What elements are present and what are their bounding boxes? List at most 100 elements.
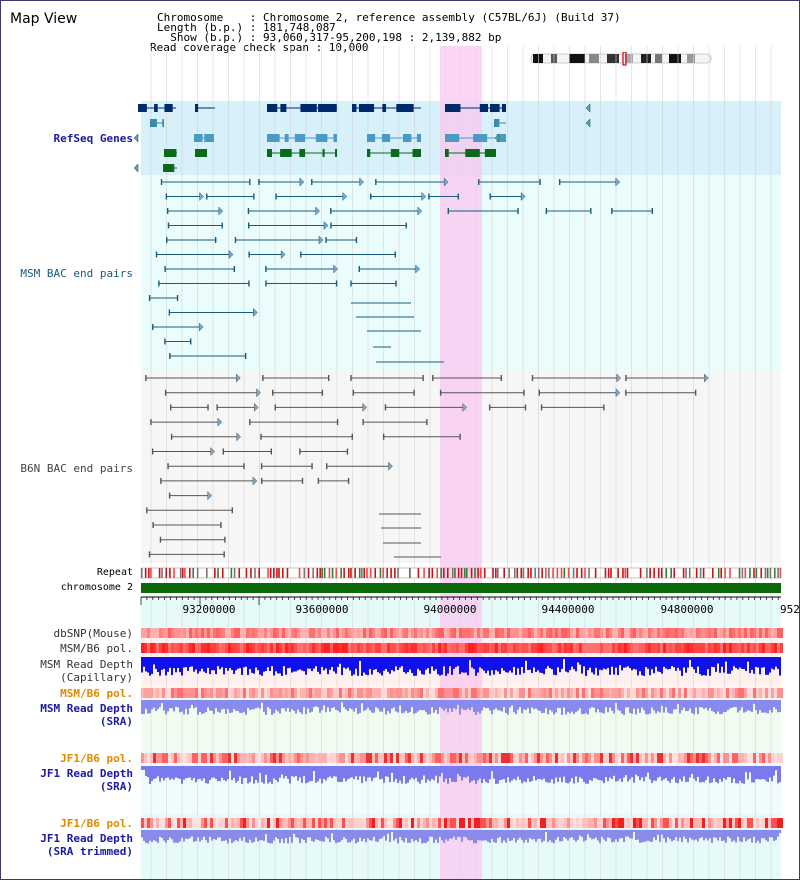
- read-depth-bin: [303, 766, 305, 777]
- read-depth-bin: [191, 830, 193, 837]
- read-depth-bin: [753, 830, 755, 837]
- read-depth-bin: [279, 700, 281, 714]
- track-label-msm-depth-cap[interactable]: MSM Read Depth: [40, 658, 133, 671]
- read-depth-bin: [175, 657, 177, 673]
- polymorphism-bin: [372, 753, 375, 763]
- read-depth-bin: [657, 700, 659, 712]
- polymorphism-bin: [576, 643, 579, 653]
- read-depth-bin: [609, 766, 611, 778]
- polymorphism-bin: [162, 688, 165, 698]
- polymorphism-bin: [639, 643, 642, 653]
- track-label-msm-b6-pol-sra[interactable]: MSM/B6 pol.: [60, 687, 133, 700]
- polymorphism-bin: [489, 628, 492, 638]
- polymorphism-bin: [411, 643, 414, 653]
- polymorphism-bin: [645, 688, 648, 698]
- read-depth-bin: [549, 700, 551, 711]
- track-label-jf1-depth-trim[interactable]: JF1 Read Depth: [40, 832, 133, 845]
- read-depth-bin: [471, 657, 473, 668]
- read-depth-bin: [705, 830, 707, 839]
- polymorphism-bin: [381, 688, 384, 698]
- repeat-element: [298, 568, 301, 578]
- polymorphism-bin: [456, 628, 459, 638]
- read-depth-bin: [153, 657, 155, 665]
- read-depth-bin: [645, 766, 647, 777]
- polymorphism-bin: [312, 628, 315, 638]
- read-depth-bin: [183, 657, 185, 668]
- gene-exon: [195, 149, 205, 157]
- polymorphism-bin: [675, 818, 678, 828]
- polymorphism-bin: [666, 753, 669, 763]
- track-features[interactable]: [133, 103, 783, 844]
- polymorphism-bin: [585, 688, 588, 698]
- read-depth-bin: [229, 766, 231, 771]
- polymorphism-bin: [480, 643, 483, 653]
- read-depth-bin: [141, 657, 143, 673]
- read-depth-bin: [619, 657, 621, 666]
- track-label-jf1-depth[interactable]: JF1 Read Depth: [40, 767, 133, 780]
- polymorphism-bin: [315, 628, 318, 638]
- polymorphism-bin: [342, 688, 345, 698]
- highlight-region[interactable]: [440, 46, 482, 879]
- read-depth-bin: [389, 830, 391, 842]
- polymorphism-bin: [453, 643, 456, 653]
- polymorphism-bin: [663, 688, 666, 698]
- polymorphism-bin: [654, 753, 657, 763]
- polymorphism-bin: [270, 643, 273, 653]
- read-depth-bin: [451, 766, 453, 782]
- read-depth-bin: [439, 830, 441, 837]
- repeat-element: [205, 568, 208, 578]
- read-depth-bin: [681, 700, 683, 711]
- read-depth-bin: [743, 657, 745, 670]
- polymorphism-bin: [291, 688, 294, 698]
- read-depth-bin: [485, 830, 487, 841]
- read-depth-bin: [515, 700, 517, 714]
- track-label-b6n-bac[interactable]: B6N BAC end pairs: [20, 462, 133, 475]
- polymorphism-bin: [483, 818, 486, 828]
- read-depth-bin: [433, 657, 435, 671]
- repeat-element: [173, 568, 175, 578]
- track-label-refseq[interactable]: RefSeq Genes: [53, 132, 133, 145]
- polymorphism-bin: [672, 628, 675, 638]
- read-depth-bin: [377, 700, 379, 709]
- polymorphism-bin: [231, 818, 234, 828]
- read-depth-bin: [523, 766, 525, 782]
- read-depth-bin: [567, 657, 569, 673]
- track-label-msm-bac[interactable]: MSM BAC end pairs: [20, 267, 133, 280]
- track-label-jf1-b6-pol-2[interactable]: JF1/B6 pol.: [60, 817, 133, 830]
- track-label-dbsnp[interactable]: dbSNP(Mouse): [53, 627, 133, 640]
- read-depth-bin: [441, 830, 443, 841]
- polymorphism-bin: [759, 818, 762, 828]
- track-label-jf1-b6-pol-1[interactable]: JF1/B6 pol.: [60, 752, 133, 765]
- repeat-element: [404, 568, 407, 578]
- read-depth-bin: [195, 766, 197, 783]
- read-depth-bin: [483, 830, 485, 841]
- read-depth-bin: [615, 657, 617, 668]
- read-depth-bin: [685, 657, 687, 673]
- read-depth-bin: [467, 830, 469, 840]
- repeat-element: [744, 568, 747, 578]
- polymorphism-bin: [468, 628, 471, 638]
- polymorphism-bin: [609, 818, 612, 828]
- polymorphism-bin: [681, 688, 684, 698]
- read-depth-bin: [479, 657, 481, 668]
- read-depth-bin: [631, 700, 633, 714]
- polymorphism-bin: [708, 643, 711, 653]
- track-label-msm-b6-pol[interactable]: MSM/B6 pol.: [60, 642, 133, 655]
- read-depth-bin: [643, 830, 645, 843]
- polymorphism-bin: [774, 688, 777, 698]
- polymorphism-bin: [663, 753, 666, 763]
- track-label-msm-depth-sra[interactable]: MSM Read Depth: [40, 702, 133, 715]
- read-depth-bin: [243, 657, 245, 668]
- polymorphism-bin: [417, 818, 420, 828]
- read-depth-bin: [223, 830, 225, 841]
- read-depth-bin: [447, 657, 449, 674]
- read-depth-bin: [563, 700, 565, 708]
- read-depth-bin: [725, 700, 727, 712]
- read-depth-bin: [167, 766, 169, 778]
- read-depth-bin: [503, 657, 505, 671]
- read-depth-bin: [745, 766, 747, 773]
- polymorphism-bin: [150, 753, 153, 763]
- read-depth-bin: [357, 766, 359, 780]
- read-depth-bin: [307, 766, 309, 783]
